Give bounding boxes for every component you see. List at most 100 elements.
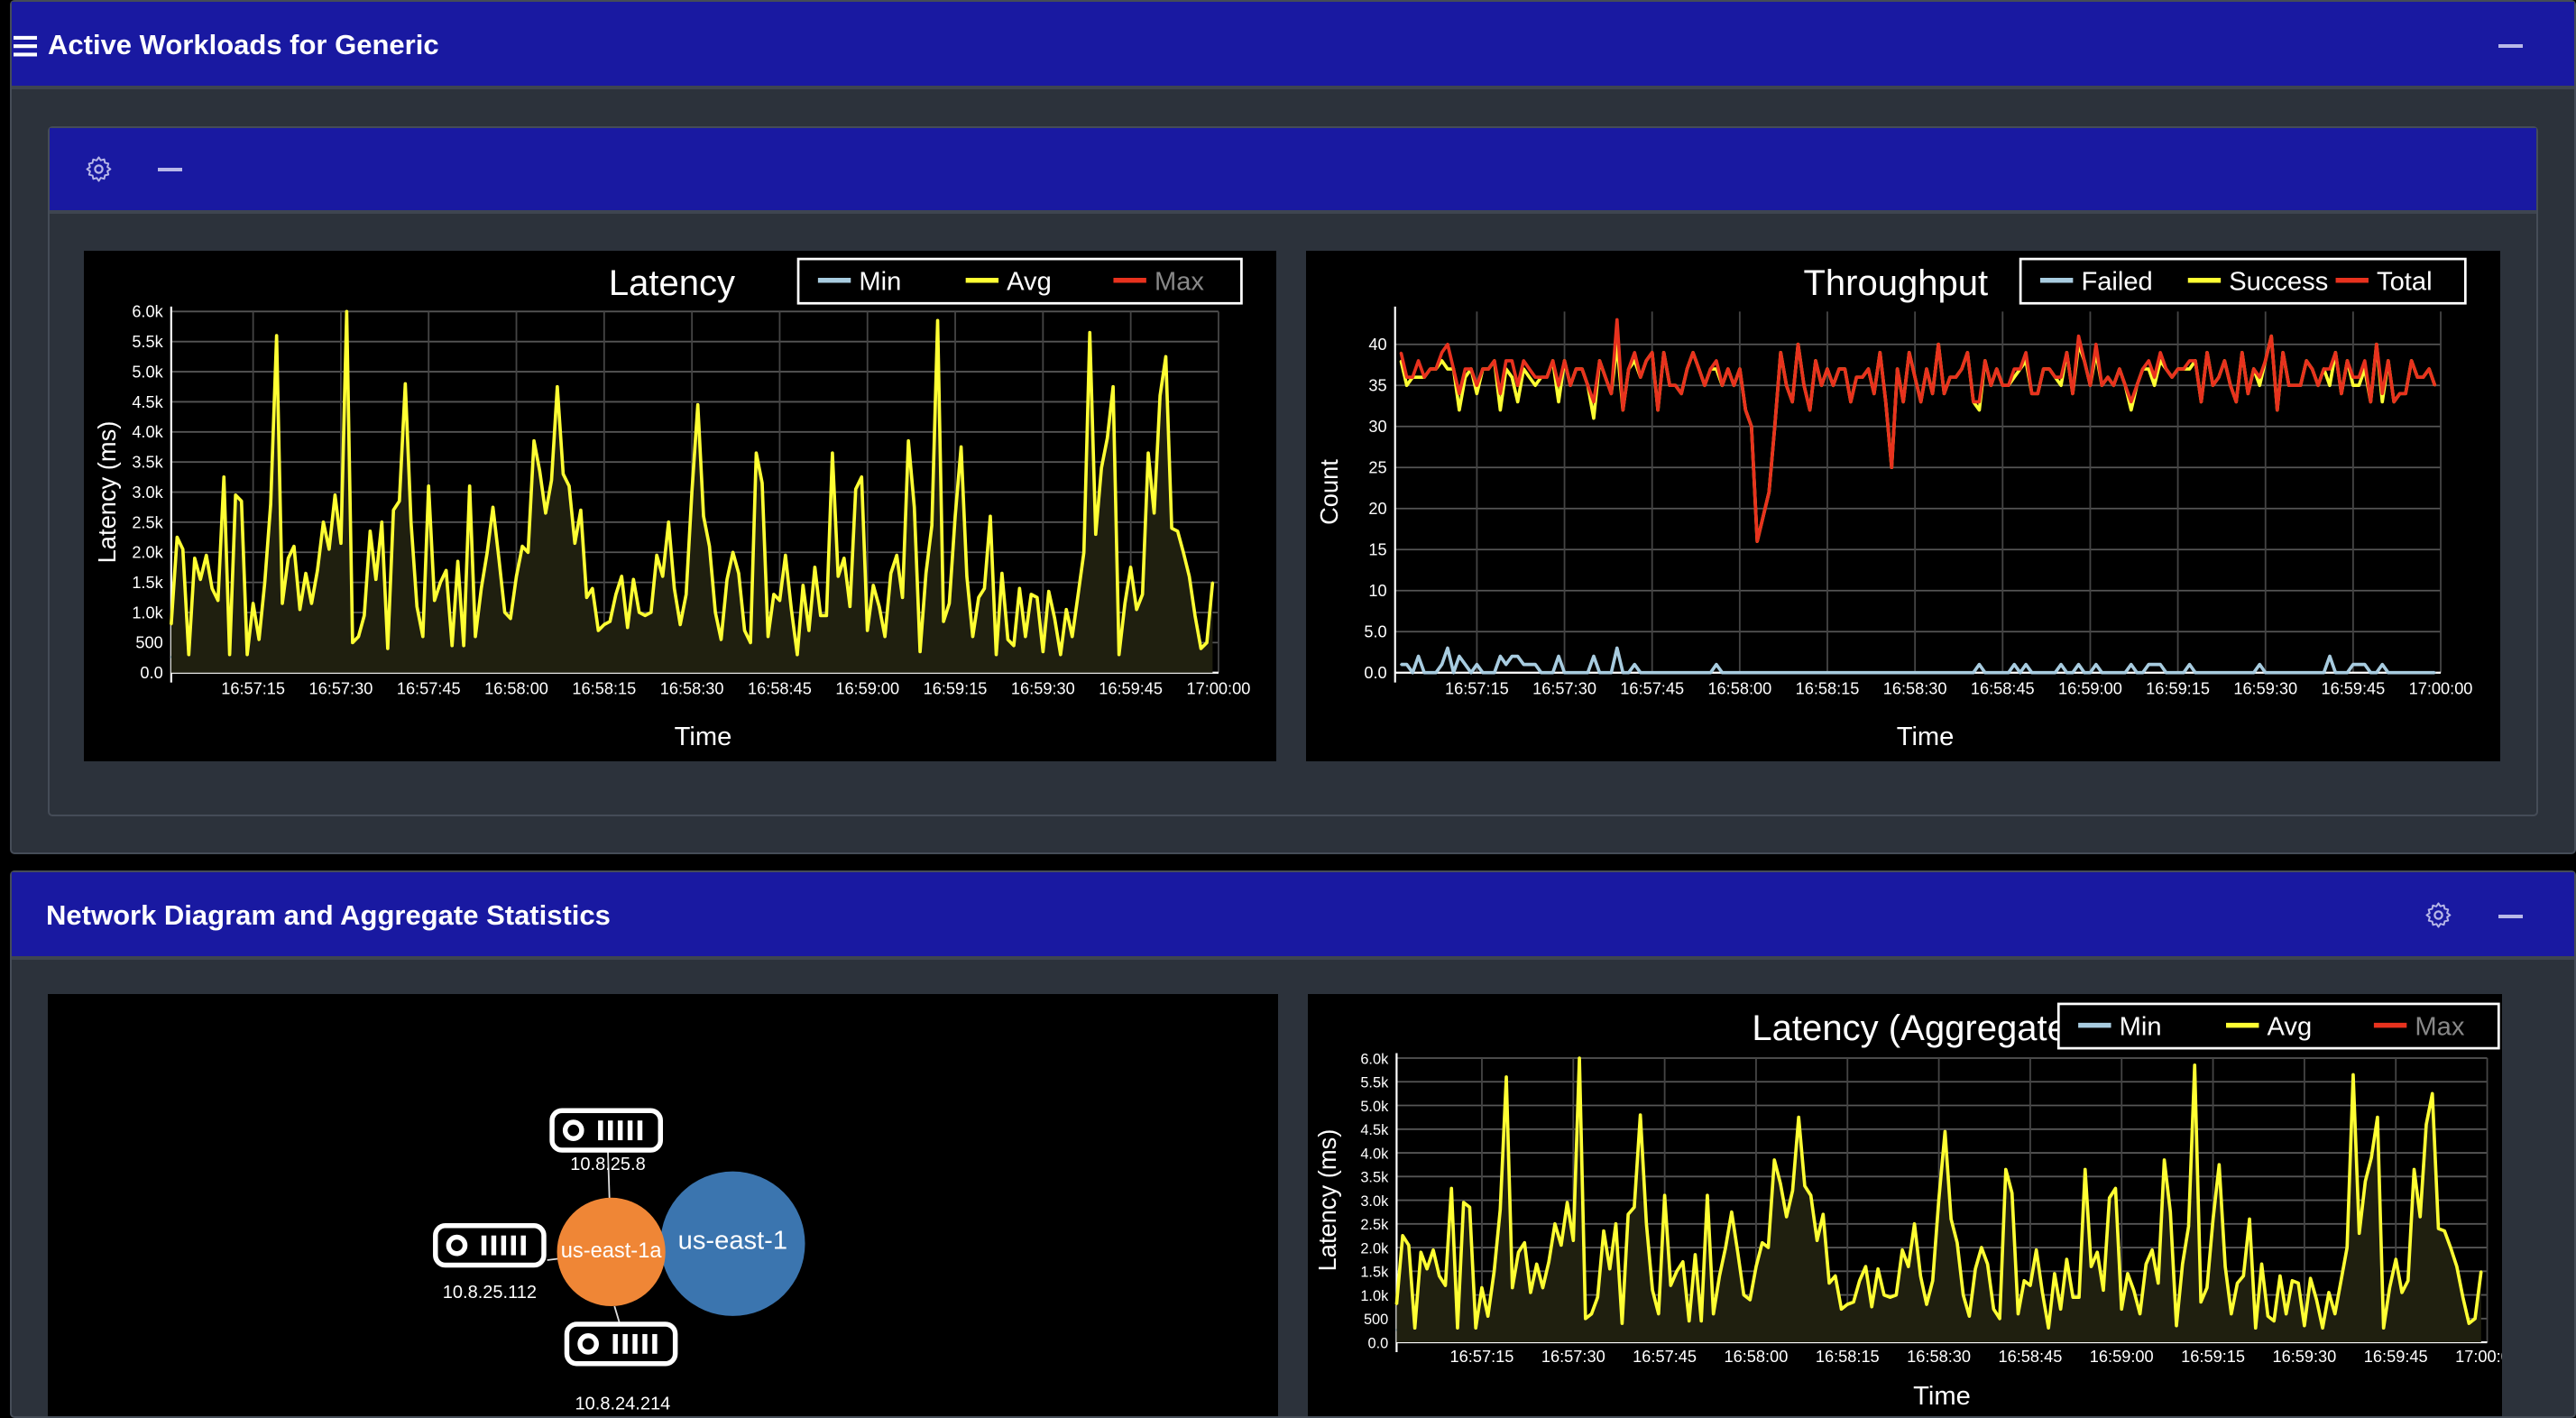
collapse-button[interactable] <box>2498 44 2523 48</box>
server-icon[interactable] <box>433 1223 547 1268</box>
network-graph: us-east-1a us-east-1 10.8.25.8 10.8.25.1… <box>433 1108 805 1414</box>
data-point-failed <box>1709 671 1712 674</box>
data-point-failed <box>1610 671 1613 674</box>
data-point-avg <box>2102 1289 2105 1292</box>
data-point-avg <box>1712 1312 1715 1315</box>
data-point-avg <box>1042 650 1044 653</box>
data-point-avg <box>1670 1284 1672 1287</box>
data-point-total <box>1715 359 1718 363</box>
data-point-total <box>1855 376 1858 379</box>
data-point-avg <box>679 623 682 626</box>
data-point-failed <box>1814 671 1817 674</box>
data-point-avg <box>456 560 459 563</box>
data-point-failed <box>1528 663 1531 666</box>
data-point-avg <box>1407 1244 1410 1247</box>
data-point-avg <box>1602 1229 1605 1232</box>
data-point-failed <box>2247 671 2249 674</box>
data-point-failed <box>2416 671 2419 674</box>
data-point-total <box>1469 367 1473 371</box>
hamburger-menu-icon[interactable] <box>14 34 37 58</box>
data-point-failed <box>1750 671 1753 674</box>
data-point-avg <box>1743 1294 1745 1296</box>
collapse-button[interactable] <box>2498 915 2523 918</box>
region-node[interactable] <box>660 1171 805 1316</box>
data-point-total <box>2153 376 2156 379</box>
panel-title: Network Diagram and Aggregate Statistics <box>46 899 611 931</box>
data-point-failed <box>2346 671 2349 674</box>
data-point-avg <box>421 635 424 638</box>
data-point-failed <box>1580 671 1584 674</box>
data-point-failed <box>2294 671 2296 674</box>
data-point-avg <box>2315 1298 2318 1301</box>
data-point-avg <box>299 608 301 611</box>
data-point-avg <box>942 620 945 623</box>
data-point-avg <box>1523 1241 1526 1244</box>
data-point-avg <box>1779 1183 1782 1185</box>
data-point-total <box>2089 384 2092 387</box>
data-point-avg <box>1785 1215 1788 1219</box>
data-point-failed <box>2422 671 2424 674</box>
data-point-avg <box>860 475 863 478</box>
data-point-total <box>1417 359 1420 363</box>
data-point-avg <box>1694 1253 1697 1257</box>
zone-node[interactable] <box>557 1197 666 1306</box>
y-tick-label: 3.0k <box>132 483 163 502</box>
data-point-avg <box>614 593 617 596</box>
data-point-avg <box>1402 1234 1404 1238</box>
data-point-avg <box>270 502 272 505</box>
data-point-avg <box>1158 394 1162 397</box>
data-point-avg <box>767 635 769 638</box>
data-point-avg <box>1517 1251 1520 1254</box>
data-point-failed <box>1639 671 1642 674</box>
server-icon[interactable] <box>564 1321 678 1367</box>
card-collapse-button[interactable] <box>158 168 182 171</box>
data-point-total <box>2112 384 2115 387</box>
data-point-total <box>1651 351 1653 354</box>
data-point-total <box>1785 384 1788 387</box>
gear-icon[interactable] <box>84 154 114 184</box>
y-tick-label: 4.5k <box>132 393 163 411</box>
data-point-total <box>2194 359 2197 363</box>
data-point-failed <box>1458 655 1461 658</box>
data-point-avg <box>2199 1301 2203 1303</box>
gear-icon[interactable] <box>2424 900 2453 930</box>
data-point-total <box>2176 367 2179 371</box>
data-point-avg <box>854 488 857 491</box>
data-point-total <box>1762 515 1764 518</box>
data-point-avg <box>609 620 612 623</box>
x-tick-label: 16:59:15 <box>2181 1348 2245 1366</box>
data-point-total <box>1744 409 1747 411</box>
data-point-avg <box>731 551 734 554</box>
data-point-avg <box>2053 1272 2056 1275</box>
data-point-avg <box>1900 1248 1904 1251</box>
data-point-success <box>1405 384 1408 387</box>
data-point-total <box>2037 392 2039 395</box>
data-point-failed <box>1744 671 1747 674</box>
data-point-avg <box>2364 1180 2367 1183</box>
data-point-avg <box>2084 1168 2086 1171</box>
data-point-failed <box>1826 671 1829 674</box>
data-point-avg <box>1931 1279 1934 1282</box>
data-point-failed <box>1762 671 1764 674</box>
y-tick-label: 0.0 <box>1364 664 1386 682</box>
data-point-failed <box>2305 671 2308 674</box>
data-point-avg <box>252 602 254 605</box>
data-point-failed <box>1679 671 1683 674</box>
data-point-avg <box>1504 1075 1508 1079</box>
data-point-avg <box>2187 1225 2190 1228</box>
data-point-total <box>1691 351 1695 354</box>
legend-item-min: Min <box>859 268 901 297</box>
data-point-failed <box>1978 663 1981 666</box>
data-point-avg <box>2242 1275 2245 1277</box>
data-point-avg <box>1974 1267 1977 1270</box>
data-point-success <box>2259 384 2261 387</box>
data-point-avg <box>2278 1275 2281 1277</box>
data-point-failed <box>2130 663 2132 666</box>
server-icon[interactable] <box>549 1108 663 1153</box>
x-axis-label: Time <box>1897 723 1955 751</box>
data-point-avg <box>1047 590 1050 593</box>
data-point-avg <box>2212 1218 2214 1220</box>
data-point-total <box>2124 384 2127 387</box>
data-point-failed <box>1715 663 1718 666</box>
data-point-avg <box>381 520 383 523</box>
